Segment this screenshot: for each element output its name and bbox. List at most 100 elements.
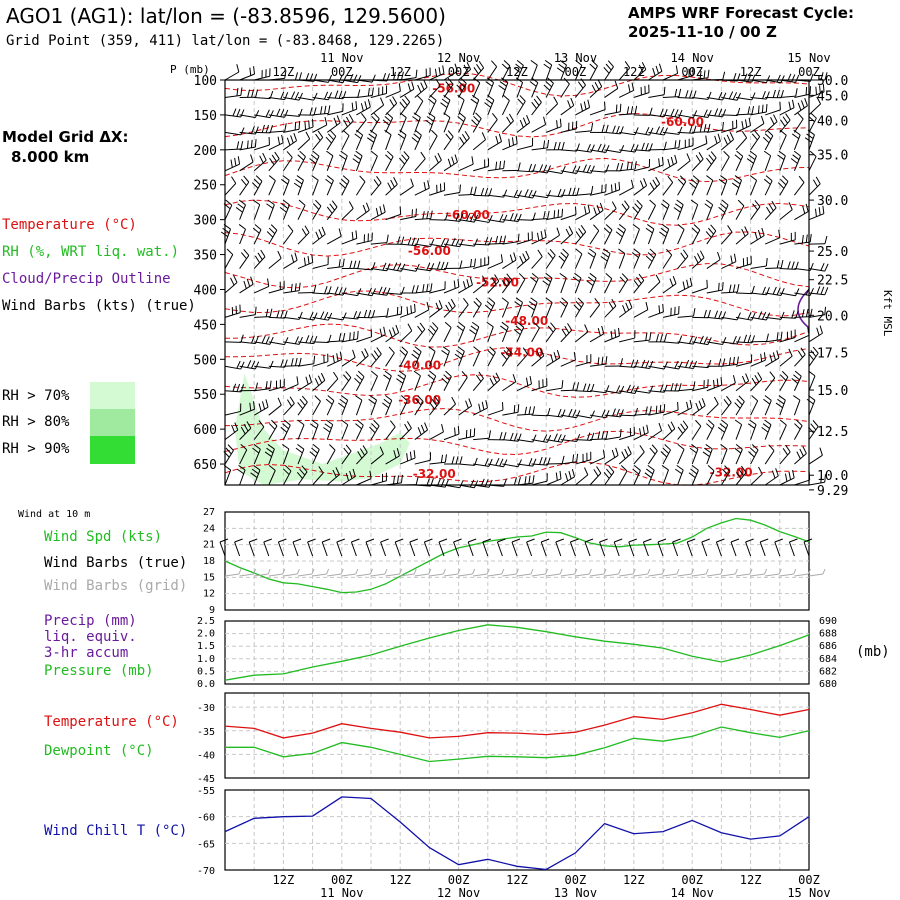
height-tick-label: 22.5 (817, 274, 848, 289)
wind-barb-shaft (662, 182, 674, 196)
wind-barb-flag (342, 129, 350, 136)
wind-barb-flag (791, 310, 795, 319)
wind-barb-flag (627, 84, 631, 93)
wind-barb-flag (415, 69, 418, 78)
wind-barb-shaft (574, 277, 582, 294)
wind-barb-flag (582, 383, 587, 392)
wind-barb-shaft (370, 268, 387, 272)
wind-barb-flag (816, 96, 822, 105)
wind10m-tick-label: 18 (203, 556, 215, 567)
wind-barb-shaft (706, 470, 715, 486)
rh-key-70-swatch (90, 382, 135, 410)
wind-barb-shaft (224, 148, 242, 151)
wind-barb-flag (630, 143, 635, 152)
wind-barb (224, 360, 245, 370)
wind-barb-flag (342, 312, 347, 321)
wind-barb-shaft (501, 302, 509, 318)
wind-barb-flag (410, 305, 412, 314)
wind10m-barb-shaft (467, 541, 474, 557)
wind-barb-flag (686, 279, 689, 288)
wind10m-grid-barb-flag (603, 568, 607, 575)
wind-barb-shaft (472, 82, 481, 98)
wind-barb-flag (571, 468, 576, 477)
wind10m-barb-shaft (277, 541, 284, 557)
wind-barbs-true-label: Wind Barbs (true) (44, 555, 188, 571)
wind-barb-flag (692, 175, 700, 182)
wind-barb-flag (761, 427, 769, 433)
wind-barb-flag (299, 150, 306, 158)
wind-barb-shaft (502, 259, 517, 269)
wind-barb-flag (426, 301, 430, 310)
wind-barb (472, 399, 488, 416)
wind-barb-shaft (765, 316, 782, 320)
wind-barb-flag (388, 329, 393, 338)
wind-barb-flag (345, 444, 352, 452)
wind-barb (268, 378, 285, 392)
wind-barb (648, 333, 667, 343)
wind-barb-flag (646, 424, 649, 433)
wind-barb (619, 161, 637, 172)
wind-barb-shaft (764, 377, 776, 392)
temperature-contour (224, 157, 810, 183)
wind-barb-shaft (516, 194, 533, 199)
wind-barb-flag (440, 261, 445, 270)
wind-barb-flag (313, 284, 317, 293)
wind-barb (312, 199, 322, 220)
wind10m-grid-barb-flag (720, 568, 724, 575)
wind-barb-flag (797, 112, 804, 120)
wind-barb-flag (399, 157, 406, 165)
wind-barb-flag (692, 336, 698, 345)
wind-barb-flag (686, 401, 689, 410)
wind-barb-flag (791, 133, 800, 140)
wind-barb (531, 378, 548, 392)
wind-barb-flag (741, 228, 746, 237)
wind-barb (427, 322, 439, 343)
wind-barb-flag (517, 404, 520, 413)
wind-barb-flag (703, 336, 708, 345)
wind10m-barb-flag (643, 538, 652, 543)
wind10m-grid-barb-flag (442, 568, 446, 575)
wind-barb (309, 419, 319, 440)
wind-barb-flag (309, 158, 317, 164)
wind10m-barb-flag (614, 538, 623, 543)
wind-barb-shaft (502, 194, 519, 199)
wind-barb (765, 286, 785, 297)
wind-barb-flag (379, 206, 383, 215)
wind-barb-flag (440, 102, 448, 108)
wind-barb (794, 472, 811, 486)
pressure-tick-label: 450 (194, 318, 217, 333)
wind-barb-flag (353, 310, 358, 319)
bottom-time-label: 00Z (798, 873, 820, 887)
wind-barb-flag (788, 101, 792, 110)
wind-barb-flag (412, 349, 420, 356)
wind-barb-shaft (677, 181, 687, 196)
wind-barb (603, 224, 613, 245)
wind-barb-shaft (341, 108, 357, 116)
wind-barb (659, 224, 670, 245)
wind-barb (282, 224, 294, 245)
wind-barb-flag (528, 301, 537, 307)
wind-barb-flag (401, 71, 404, 80)
wind-barb-shaft (239, 73, 255, 81)
wind-barb-flag (649, 406, 652, 415)
wind-barb-shaft (283, 128, 300, 133)
wind-barb-shaft (458, 405, 472, 416)
wind-barb-flag (413, 112, 421, 118)
wind-barb-flag (584, 467, 589, 476)
wind-barb-flag (388, 346, 395, 354)
wind-barb-flag (499, 214, 504, 222)
wind-barb (779, 469, 795, 486)
rh-key-80-label: RH > 80% (2, 414, 70, 430)
wind10m-grid-barb-shaft (297, 573, 313, 577)
rh-key-70-label: RH > 70% (2, 388, 70, 404)
wind-barb-flag (587, 99, 591, 108)
wind10m-barb-shaft (307, 541, 314, 557)
wind-barb-flag (797, 102, 802, 111)
wind-barb-flag (824, 72, 828, 81)
wind-barb-flag (397, 236, 401, 245)
wind-chill-line (224, 796, 810, 871)
wind-barb (600, 248, 611, 269)
wind-barb-flag (634, 105, 638, 114)
wind-barb (253, 399, 269, 416)
wind-barb-shaft (560, 170, 577, 175)
